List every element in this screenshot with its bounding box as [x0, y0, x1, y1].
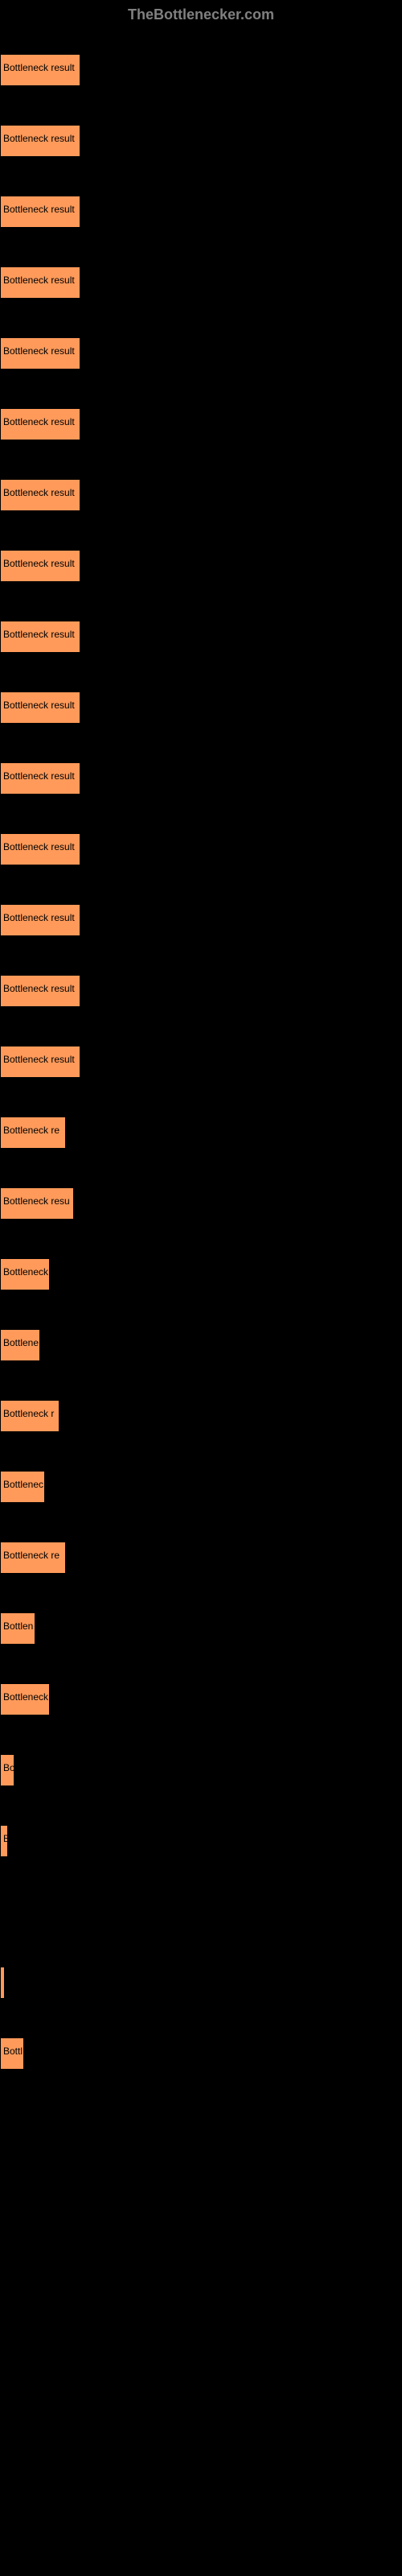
bar-row: Bottleneck result [0, 675, 402, 740]
bar-row [0, 2376, 402, 2440]
bar-row: Bottleneck result [0, 1030, 402, 1094]
bar-label: Bottleneck result [3, 1054, 75, 1065]
bar-row: Bottleneck result [0, 888, 402, 952]
bar-label: Bottleneck result [3, 204, 75, 215]
bar-label: Bottleneck result [3, 133, 75, 144]
chart-bar [0, 1967, 5, 1999]
bar-row: Bottlen [0, 1596, 402, 1661]
header-title: TheBottlenecker.com [128, 6, 274, 23]
bar-row [0, 2234, 402, 2298]
bar-row [0, 2305, 402, 2369]
bar-row: Bottleneck result [0, 817, 402, 881]
bar-label: Bottleneck re [3, 1550, 59, 1561]
bar-label: Bottleneck resu [3, 1195, 70, 1207]
bar-row: Bottleneck result [0, 180, 402, 244]
bar-label: Bottleneck [3, 1266, 48, 1278]
bar-row: Bottleneck re [0, 1525, 402, 1590]
bar-label: Bottleneck r [3, 1408, 54, 1419]
bar-row: Bottleneck result [0, 109, 402, 173]
bar-label: Bottlene [3, 1337, 39, 1348]
bar-label: Bottleneck result [3, 841, 75, 852]
bar-label: Bottl [3, 2046, 23, 2057]
bar-row [0, 2092, 402, 2157]
bar-label: Bottleneck result [3, 629, 75, 640]
bar-label: Bottleneck result [3, 62, 75, 73]
bar-label: Bottlenec [3, 1479, 43, 1490]
bar-label: B [3, 1833, 10, 1844]
bar-label: Bottleneck result [3, 416, 75, 427]
bar-label: Bottleneck result [3, 983, 75, 994]
bar-row: Bottleneck [0, 1667, 402, 1732]
bar-row: Bottlene [0, 1313, 402, 1377]
bar-row: Bottleneck result [0, 38, 402, 102]
bar-row: Bottleneck result [0, 605, 402, 669]
bar-label: Bottleneck [3, 1691, 48, 1703]
bar-row: B [0, 1809, 402, 1873]
bar-row: Bottleneck r [0, 1384, 402, 1448]
bar-row: Bottleneck result [0, 321, 402, 386]
bar-label: Bottlen [3, 1620, 33, 1632]
bar-row: Bottleneck result [0, 392, 402, 456]
bar-label: Bottleneck result [3, 770, 75, 782]
bar-label: Bottleneck result [3, 912, 75, 923]
bar-label: Bottleneck result [3, 700, 75, 711]
bar-row [0, 2163, 402, 2227]
bar-row: Bottleneck resu [0, 1171, 402, 1236]
bar-row: Bottleneck [0, 1242, 402, 1307]
bar-label: Bottleneck result [3, 487, 75, 498]
bar-row [0, 1880, 402, 1944]
bar-label: Bottleneck result [3, 558, 75, 569]
bar-label: Bottleneck result [3, 275, 75, 286]
bar-label: Bottleneck result [3, 345, 75, 357]
bar-chart: Bottleneck result Bottleneck result Bottle… [0, 30, 402, 2525]
bar-label: Bo [3, 1762, 15, 1773]
bar-row: Bo [0, 1738, 402, 1802]
bar-row [0, 2446, 402, 2511]
bar-label: Bottleneck re [3, 1125, 59, 1136]
bar-row: Bottleneck result [0, 746, 402, 811]
bar-row: Bottlenec [0, 1455, 402, 1519]
bar-row: Bottl [0, 2021, 402, 2086]
bar-row: Bottleneck result [0, 250, 402, 315]
bar-row [0, 1951, 402, 2015]
bar-row: Bottleneck result [0, 959, 402, 1023]
bar-row: Bottleneck result [0, 534, 402, 598]
page-header: TheBottlenecker.com [0, 0, 402, 30]
bar-row: Bottleneck re [0, 1100, 402, 1165]
bar-row: Bottleneck result [0, 463, 402, 527]
